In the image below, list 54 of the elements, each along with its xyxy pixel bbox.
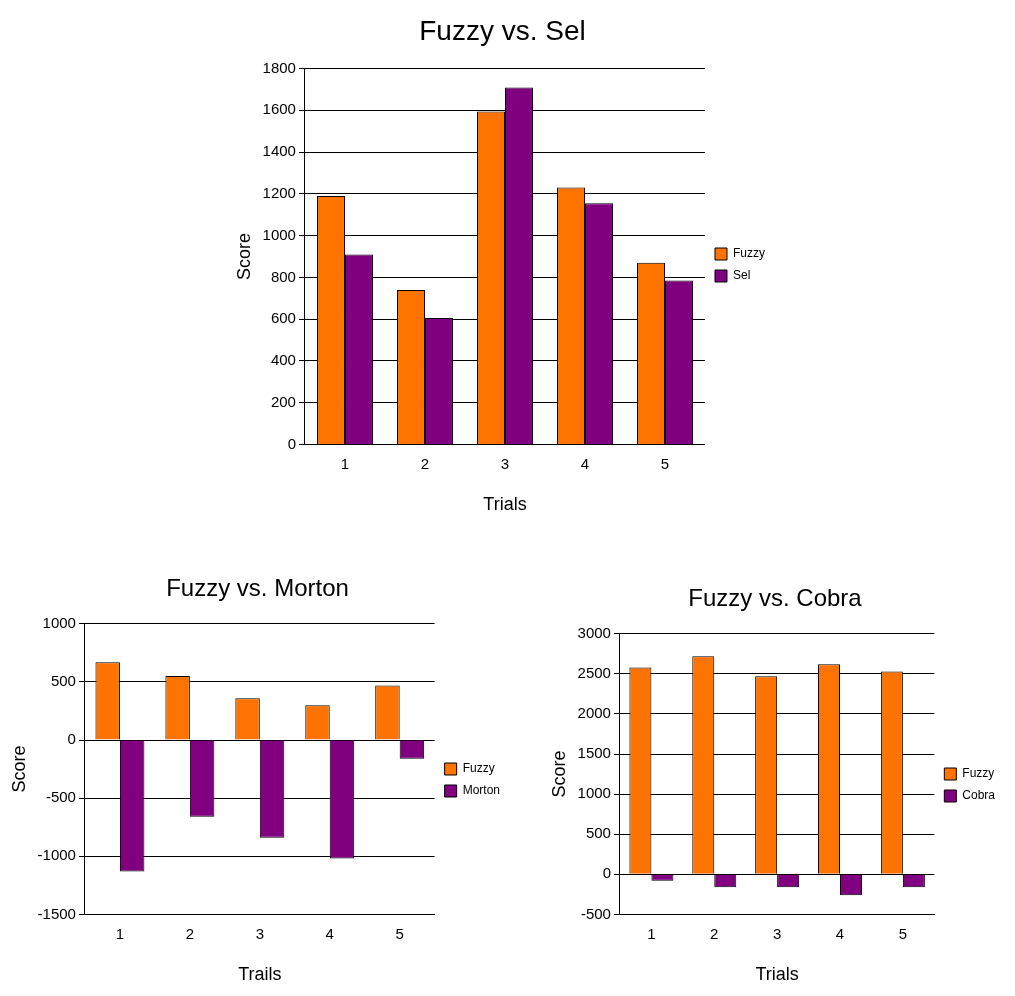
y-tick-label: -1000 [37,846,76,864]
y-tick-label: 1000 [577,784,611,802]
y-tick-label: 1400 [262,142,296,160]
x-tick-label: 5 [898,924,908,942]
x-tick-label: 5 [395,924,404,942]
y-tick-label: 600 [270,309,296,327]
legend-label: Sel [733,268,751,283]
y-tick-label: 1600 [262,100,296,118]
x-tick-label: 1 [647,924,656,942]
chart-title: Fuzzy vs. Morton [166,574,349,602]
x-tick-label: 3 [500,454,510,472]
x-tick-label: 4 [835,924,845,942]
y-tick-label: 0 [602,864,611,882]
legend-label: Morton [462,783,501,798]
x-axis-title: Trails [238,964,282,985]
y-tick-label: 800 [270,267,296,285]
x-axis-title: Trials [755,964,799,985]
x-tick-label: 1 [340,454,350,472]
y-axis-title: Score [548,750,569,798]
y-tick-label: 200 [270,392,296,410]
y-tick-label: 2500 [577,664,611,682]
x-tick-label: 2 [420,454,430,472]
y-tick-label: 1000 [262,225,296,243]
y-tick-label: 0 [67,730,76,748]
x-tick-label: 2 [710,924,719,942]
chart-title: Fuzzy vs. Sel [419,14,586,46]
y-axis-title: Score [8,745,29,793]
y-tick-label: 500 [50,672,76,690]
x-tick-label: 5 [660,454,670,472]
x-tick-label: 3 [772,924,782,942]
chart-title: Fuzzy vs. Cobra [688,584,863,612]
y-tick-label: 1000 [42,613,76,631]
y-tick-label: 1800 [262,58,296,76]
y-tick-label: 400 [270,351,296,369]
y-tick-label: 1500 [577,744,611,762]
x-tick-label: 4 [325,924,334,942]
x-axis-title: Trials [483,494,527,515]
y-axis-title: Score [233,232,254,281]
y-tick-label: 3000 [577,623,611,641]
x-tick-label: 4 [580,454,590,472]
y-tick-label: 0 [287,434,296,452]
y-tick-label: -500 [45,788,76,806]
y-tick-label: 500 [585,824,611,842]
x-tick-label: 3 [255,924,264,942]
legend-label: Fuzzy [962,766,995,781]
y-tick-label: 1200 [262,184,296,202]
legend-label: Cobra [962,788,996,803]
x-tick-label: 1 [115,924,125,942]
y-tick-label: -500 [580,904,611,922]
legend-label: Fuzzy [733,246,766,261]
y-tick-label: -1500 [37,904,76,922]
x-tick-label: 2 [185,924,195,942]
legend-label: Fuzzy [462,761,495,776]
y-tick-label: 2000 [577,704,611,722]
